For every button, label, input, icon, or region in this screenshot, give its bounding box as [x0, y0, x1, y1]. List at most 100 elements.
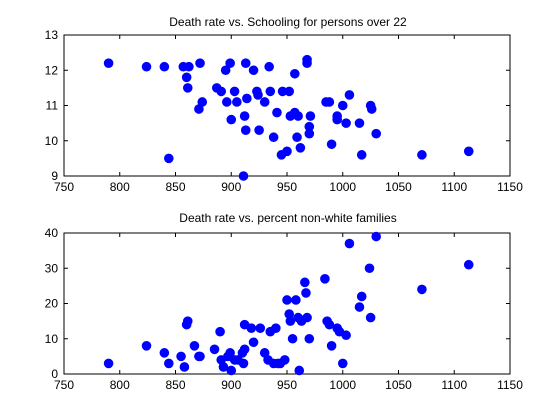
- data-point-bottom: [279, 355, 290, 365]
- x-tick-label-bottom: 850: [165, 378, 185, 392]
- data-point-bottom: [189, 341, 200, 351]
- data-point-bottom: [285, 316, 296, 326]
- x-tick-label-top: 1050: [385, 180, 412, 194]
- data-point-top: [324, 97, 335, 107]
- data-point-top: [216, 86, 227, 97]
- ticks-bottom: 750 800 850 900 950 1000 1050 1100 1150 0 10 20 30 40: [45, 226, 524, 392]
- data-point-bottom: [294, 365, 305, 376]
- data-point-bottom: [302, 312, 312, 323]
- data-point-top: [282, 146, 292, 157]
- data-point-bottom: [182, 316, 193, 326]
- x-tick-label-top: 900: [221, 180, 241, 194]
- data-point-top: [240, 125, 251, 135]
- y-tick-label-top: 12: [45, 63, 59, 77]
- data-point-top: [238, 171, 249, 181]
- data-point-top: [293, 111, 303, 121]
- data-point-top: [195, 58, 205, 69]
- data-point-bottom: [282, 295, 292, 305]
- data-point-top: [226, 114, 237, 125]
- data-point-top: [265, 86, 276, 97]
- data-point-top: [159, 61, 170, 72]
- data-point-top: [225, 58, 235, 69]
- data-point-top: [337, 100, 348, 111]
- data-point-top: [304, 121, 315, 132]
- x-tick-label-bottom: 1000: [329, 378, 356, 392]
- data-point-bottom: [226, 365, 237, 376]
- data-point-top: [356, 150, 367, 160]
- data-point-bottom: [209, 344, 220, 355]
- data-point-top: [164, 153, 174, 164]
- data-point-top: [103, 58, 114, 69]
- data-point-top: [341, 118, 351, 128]
- x-tick-label-top: 1150: [497, 180, 523, 194]
- x-tick-label-bottom: 1150: [497, 378, 523, 392]
- data-point-top: [272, 107, 282, 118]
- chart-title-top: Death rate vs. Schooling for persons ove…: [169, 15, 407, 29]
- data-point-bottom: [324, 319, 335, 330]
- data-point-top: [239, 111, 250, 121]
- data-point-bottom: [159, 348, 170, 358]
- x-tick-label-top: 750: [54, 180, 74, 194]
- data-point-bottom: [337, 358, 348, 369]
- axes-top: Death rate vs. Schooling for persons ove…: [45, 15, 524, 194]
- data-point-top: [284, 86, 295, 97]
- data-point-bottom: [291, 295, 301, 305]
- x-tick-label-bottom: 1050: [385, 378, 412, 392]
- data-point-bottom: [255, 323, 266, 333]
- x-tick-label-top: 950: [277, 180, 297, 194]
- y-tick-label-bottom: 0: [51, 367, 58, 381]
- data-point-top: [290, 68, 300, 79]
- scatter-series-bottom: [103, 231, 474, 376]
- axes-bottom: Death rate vs. percent non-white familie…: [45, 211, 524, 392]
- data-point-bottom: [287, 333, 298, 344]
- data-point-top: [182, 83, 193, 93]
- data-point-bottom: [176, 351, 186, 362]
- data-point-top: [197, 97, 208, 107]
- data-point-top: [344, 90, 355, 100]
- data-point-bottom: [326, 341, 337, 351]
- data-point-bottom: [300, 277, 310, 288]
- y-tick-label-bottom: 40: [45, 226, 59, 240]
- chart-title-bottom: Death rate vs. percent non-white familie…: [179, 211, 396, 225]
- data-point-bottom: [225, 348, 235, 358]
- data-point-bottom: [365, 312, 376, 323]
- ticks-top: 750 800 850 900 950 1000 1050 1100 1150 9 10 11 12 13: [45, 28, 524, 194]
- data-point-top: [292, 132, 302, 143]
- y-tick-label-bottom: 10: [45, 332, 59, 346]
- data-point-bottom: [341, 330, 351, 341]
- x-tick-label-top: 850: [165, 180, 185, 194]
- data-point-top: [242, 93, 252, 104]
- data-point-top: [264, 61, 274, 72]
- data-point-bottom: [195, 351, 205, 362]
- x-tick-label-top: 800: [110, 180, 130, 194]
- data-point-top: [253, 90, 263, 100]
- data-point-bottom: [417, 284, 427, 295]
- data-point-bottom: [238, 358, 249, 369]
- data-point-top: [371, 128, 382, 139]
- data-point-top: [248, 65, 259, 76]
- data-point-bottom: [218, 362, 229, 372]
- data-point-top: [463, 146, 474, 157]
- data-point-top: [232, 97, 242, 107]
- data-point-bottom: [320, 274, 330, 284]
- data-point-bottom: [364, 263, 375, 274]
- data-point-top: [184, 61, 194, 72]
- data-point-bottom: [179, 362, 190, 372]
- y-tick-label-bottom: 30: [45, 261, 59, 275]
- x-tick-label-bottom: 750: [54, 378, 74, 392]
- data-point-bottom: [271, 323, 281, 333]
- data-point-top: [295, 143, 306, 153]
- data-point-top: [240, 58, 251, 69]
- data-point-bottom: [344, 238, 355, 249]
- data-point-top: [254, 125, 264, 135]
- x-tick-label-bottom: 1100: [441, 378, 467, 392]
- x-tick-label-bottom: 800: [110, 378, 130, 392]
- data-point-bottom: [215, 326, 225, 337]
- x-tick-label-top: 1100: [441, 180, 467, 194]
- y-tick-label-bottom: 20: [45, 297, 59, 311]
- data-point-bottom: [354, 302, 365, 312]
- data-point-top: [229, 86, 240, 97]
- data-point-bottom: [463, 259, 474, 270]
- x-tick-label-top: 1000: [329, 180, 356, 194]
